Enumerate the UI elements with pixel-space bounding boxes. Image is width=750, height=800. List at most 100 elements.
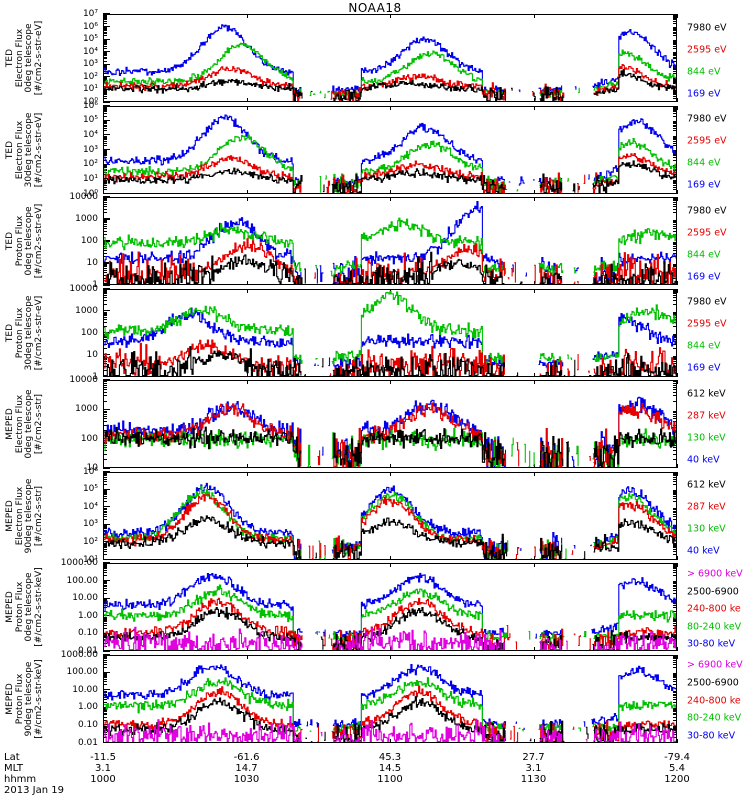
y-tick-mark <box>103 408 110 410</box>
y-minor-tick <box>673 120 677 122</box>
legend-item-green: 844 eV <box>687 249 721 261</box>
legend-item-green: 130 keV <box>687 432 726 444</box>
y-minor-tick <box>673 291 677 293</box>
y-minor-tick <box>103 677 107 679</box>
y-minor-tick <box>673 565 677 567</box>
y-minor-tick <box>673 265 677 267</box>
y-minor-tick <box>103 311 107 313</box>
y-minor-tick <box>673 585 677 587</box>
y-minor-tick <box>673 618 677 620</box>
legend-item-black: 7980 eV <box>687 205 727 217</box>
y-minor-tick <box>103 312 107 314</box>
y-minor-tick <box>103 64 107 66</box>
y-minor-tick <box>103 107 107 109</box>
y-minor-tick <box>673 381 677 383</box>
y-minor-tick <box>103 164 107 166</box>
y-minor-tick <box>673 139 677 141</box>
series-green <box>104 290 676 367</box>
y-tick-label: 10⁶ <box>82 100 98 111</box>
y-tick-label: 10⁵ <box>82 484 98 495</box>
y-tick-mark <box>103 689 110 691</box>
x-tick-mark <box>677 654 679 659</box>
y-minor-tick <box>673 474 677 476</box>
y-minor-tick <box>673 519 677 520</box>
y-tick-label: 0.10 <box>77 719 98 730</box>
axis-value-mlt: 14.7 <box>235 763 258 774</box>
y-minor-tick <box>103 528 107 530</box>
y-minor-tick <box>673 543 677 545</box>
y-tick-label: 10⁴ <box>82 129 98 140</box>
y-minor-tick <box>103 271 107 273</box>
y-tick-mark <box>103 101 110 103</box>
y-minor-tick <box>673 85 677 87</box>
y-minor-tick <box>103 150 107 152</box>
y-minor-tick <box>673 28 677 30</box>
y-minor-tick <box>103 145 107 147</box>
legend-item-black: 7980 eV <box>687 22 727 34</box>
y-minor-tick <box>673 81 677 83</box>
y-minor-tick <box>673 607 677 609</box>
y-minor-tick <box>103 496 107 498</box>
y-minor-tick <box>103 628 107 630</box>
y-minor-tick <box>103 737 107 739</box>
y-minor-tick <box>673 445 677 447</box>
y-minor-tick <box>673 14 677 16</box>
y-tick-label: 10¹ <box>82 173 98 184</box>
y-minor-tick <box>673 109 677 111</box>
legend-item-red: 2595 eV <box>687 135 727 147</box>
x-tick-mark <box>103 555 105 560</box>
y-minor-tick <box>673 545 677 547</box>
x-tick-mark <box>103 189 105 194</box>
y-minor-tick <box>673 111 677 113</box>
y-minor-tick <box>673 126 677 127</box>
x-tick-mark <box>533 98 535 102</box>
y-minor-tick <box>103 221 107 223</box>
y-minor-tick <box>673 94 677 96</box>
y-minor-tick <box>673 489 677 491</box>
y-tick-mark <box>103 284 110 286</box>
y-minor-tick <box>673 384 677 386</box>
y-minor-tick <box>673 708 677 710</box>
page-title: NOAA18 <box>348 1 402 15</box>
y-minor-tick <box>103 617 107 619</box>
y-minor-tick <box>103 78 107 80</box>
y-minor-tick <box>673 140 677 142</box>
y-minor-tick <box>673 244 677 246</box>
y-minor-tick <box>103 153 107 155</box>
y-minor-tick <box>673 136 677 138</box>
y-axis-label: [#/cm2-s-str-eV] <box>33 20 44 96</box>
legend-item-red: 240-800 ke <box>687 695 741 707</box>
y-minor-tick <box>103 47 107 49</box>
y-minor-tick <box>673 582 677 584</box>
y-tick-mark <box>103 262 110 264</box>
y-minor-tick <box>103 666 107 668</box>
y-minor-tick <box>673 513 677 515</box>
x-tick-mark <box>246 372 248 377</box>
y-minor-tick <box>673 35 677 37</box>
y-minor-tick <box>103 220 107 221</box>
y-minor-tick <box>103 672 107 674</box>
y-minor-tick <box>103 384 107 386</box>
y-minor-tick <box>103 35 107 37</box>
y-minor-tick <box>103 525 107 527</box>
y-minor-tick <box>673 295 677 297</box>
y-minor-tick <box>673 208 677 210</box>
y-minor-tick <box>103 111 107 113</box>
y-minor-tick <box>103 189 107 191</box>
y-minor-tick <box>103 475 107 477</box>
y-minor-tick <box>103 551 107 553</box>
y-axis-label: [#/cm2-s-str-eV] <box>33 295 44 370</box>
y-minor-tick <box>103 300 107 301</box>
y-minor-tick <box>673 447 677 449</box>
x-tick-mark <box>103 288 105 293</box>
y-minor-tick <box>673 681 677 683</box>
y-minor-tick <box>673 54 677 56</box>
y-minor-tick <box>103 585 107 587</box>
x-tick-mark <box>246 288 248 293</box>
y-tick-mark <box>103 488 110 490</box>
y-minor-tick <box>673 80 677 82</box>
y-minor-tick <box>673 679 677 681</box>
y-minor-tick <box>673 230 677 232</box>
y-minor-tick <box>103 44 107 46</box>
